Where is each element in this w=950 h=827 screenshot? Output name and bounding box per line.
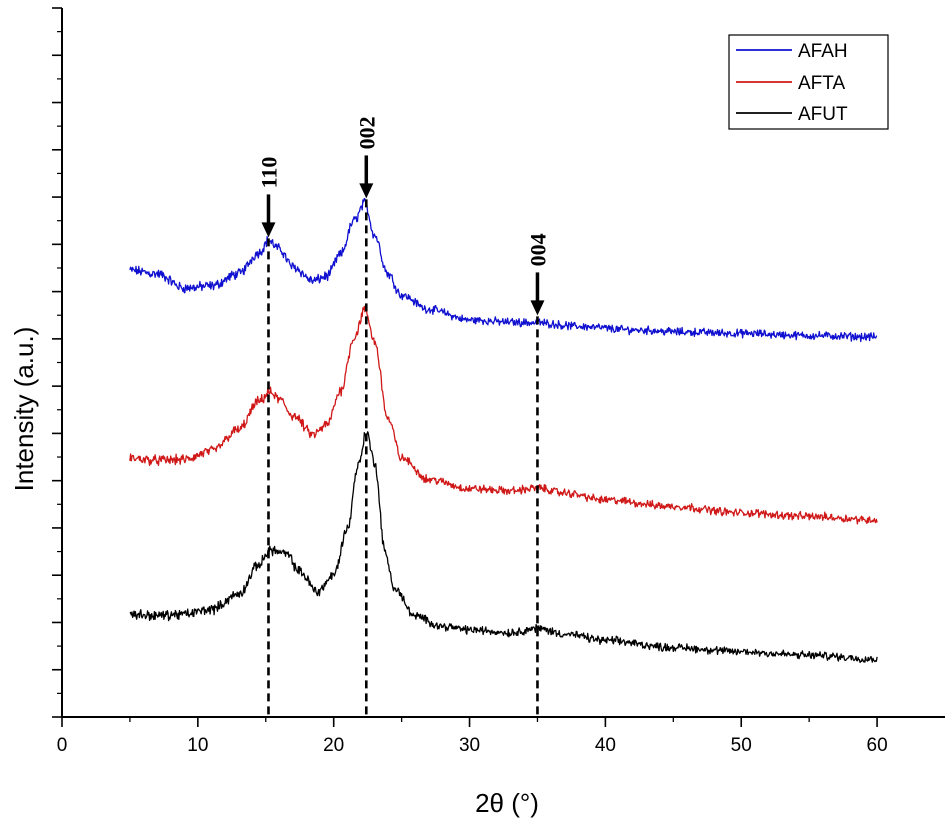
x-tick-label: 20	[323, 735, 344, 756]
legend: AFAH AFTA AFUT	[728, 34, 889, 130]
x-tick-label: 60	[867, 735, 888, 756]
x-tick-label: 30	[459, 735, 480, 756]
legend-label-afah: AFAH	[798, 41, 848, 62]
series-line-afah	[129, 197, 878, 343]
x-tick-label: 40	[595, 735, 616, 756]
peak-label-002: 002	[354, 116, 379, 149]
x-tick-label: 50	[731, 735, 752, 756]
reference-arrow-head-110	[261, 222, 276, 238]
series-line-afta	[129, 304, 878, 525]
legend-label-afut: AFUT	[798, 104, 848, 125]
x-tick-label: 0	[57, 735, 68, 756]
peak-label-110: 110	[256, 157, 281, 189]
axes: 0 10 20 30 40 50 60	[52, 7, 945, 756]
x-axis-title: 2θ (°)	[475, 788, 539, 818]
y-axis-title: Intensity (a.u.)	[9, 327, 39, 492]
peak-label-004: 004	[525, 233, 550, 266]
series-layer	[129, 197, 878, 664]
legend-label-afta: AFTA	[798, 73, 845, 94]
reference-arrow-head-004	[530, 300, 545, 316]
series-line-afut	[129, 431, 878, 664]
y-axis-title-group: Intensity (a.u.)	[9, 327, 39, 492]
reference-lines: 110 002 004	[256, 116, 550, 717]
x-tick-label: 10	[187, 735, 208, 756]
reference-arrow-head-002	[359, 183, 374, 199]
